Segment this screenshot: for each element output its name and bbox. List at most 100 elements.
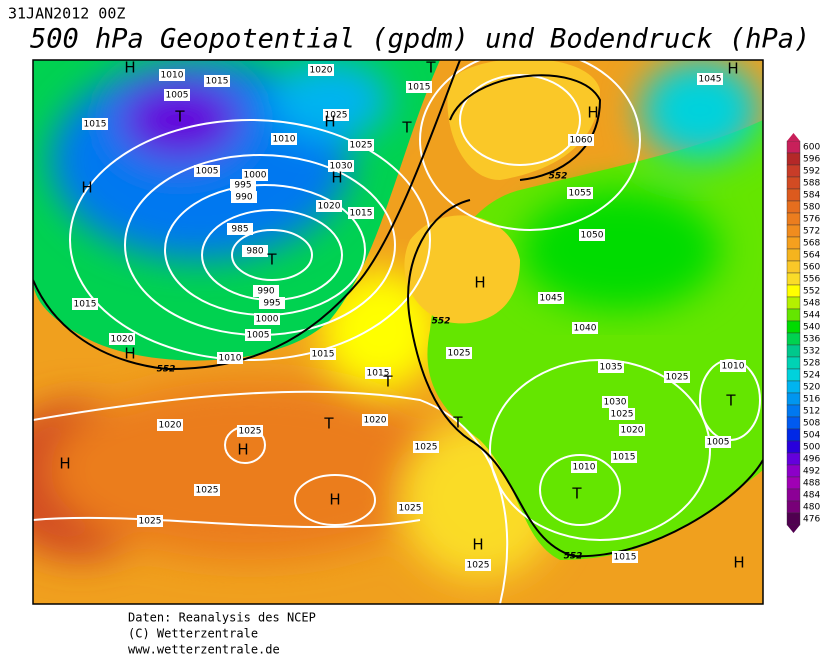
colorbar-label: 488: [803, 479, 820, 489]
colorbar-swatch: [786, 272, 801, 286]
isobar-label: 1025: [666, 373, 689, 383]
colorbar-label: 480: [803, 503, 820, 513]
isobar-label-box: [612, 551, 638, 563]
colorbar-label: 576: [803, 215, 820, 225]
isobar-label-box: [72, 298, 98, 310]
isobar-label-box: [568, 134, 594, 146]
colorbar-swatch: [786, 428, 801, 442]
pressure-center: H: [472, 536, 483, 554]
isobar-label-box: [602, 396, 628, 408]
isobar-label: 1025: [611, 410, 634, 420]
pressure-center: H: [124, 345, 135, 363]
isobar-label-box: [159, 69, 185, 81]
isobar-label: 1020: [111, 335, 134, 345]
colorbar-label: 536: [803, 335, 820, 345]
isobar-label: 1015: [408, 83, 431, 93]
colorbar-label: 540: [803, 323, 820, 333]
colorbar-swatch: [786, 368, 801, 382]
isobar-label: 1015: [206, 77, 229, 87]
map-frame: [32, 59, 764, 605]
colorbar-swatch: [786, 236, 801, 250]
colorbar-label: 584: [803, 191, 820, 201]
isobar-label: 1010: [722, 362, 745, 372]
colorbar-arrow: [787, 525, 800, 533]
map-field: [33, 60, 763, 604]
isobar-label: 1020: [310, 66, 333, 76]
isobar-label-box: [259, 297, 285, 309]
colorbar-swatch: [786, 320, 801, 334]
isobar-label: 1025: [399, 504, 422, 514]
isobar-label: 1015: [74, 300, 97, 310]
pressure-center: T: [266, 251, 277, 269]
pressure-center: H: [324, 113, 335, 131]
isobar-label-box: [227, 223, 253, 235]
isobar-label-box: [204, 75, 230, 87]
isobar-label: 1060: [570, 136, 593, 146]
isobar-label-box: [231, 191, 257, 203]
isobar-label: 1025: [448, 349, 471, 359]
isobar-label: 1010: [573, 463, 596, 473]
colorbar-swatch: [786, 332, 801, 346]
isobar-label: 1055: [569, 189, 592, 199]
colorbar-swatch: [786, 380, 801, 394]
colorbar-swatch: [786, 464, 801, 478]
isobar-label-box: [109, 333, 135, 345]
isobar-label-box: [619, 424, 645, 436]
colorbar-arrow: [787, 133, 800, 141]
isobar-label-box: [609, 408, 635, 420]
colorbar-swatch: [786, 224, 801, 238]
colorbar-swatch: [786, 188, 801, 202]
colorbar-label: 476: [803, 515, 820, 525]
colorbar-swatch: [786, 164, 801, 178]
isobar-label: 1020: [364, 416, 387, 426]
isobar-label: 980: [246, 247, 263, 257]
colorbar-label: 524: [803, 371, 820, 381]
isobar-label: 1015: [367, 369, 390, 379]
isobar-label-box: [245, 329, 271, 341]
isobar-label: 1050: [581, 231, 604, 241]
isobar-label: 1025: [139, 517, 162, 527]
isobar-label: 1005: [707, 438, 730, 448]
isobar-label: 1015: [613, 453, 636, 463]
pressure-center: H: [474, 274, 485, 292]
isobar-label: 1045: [699, 75, 722, 85]
colorbar-swatch: [786, 260, 801, 274]
isobar-label-box: [253, 285, 279, 297]
colorbar-swatch: [786, 308, 801, 322]
colorbar-label: 556: [803, 275, 820, 285]
isobar-label-box: [362, 414, 388, 426]
pressure-center: T: [323, 415, 334, 433]
colorbar-swatch: [786, 248, 801, 262]
isobar-label-box: [413, 441, 439, 453]
isobar-label-box: [697, 73, 723, 85]
colorbar-swatch: [786, 140, 801, 154]
isobar-label: 1025: [239, 427, 262, 437]
isobar-label: 1015: [350, 209, 373, 219]
colorbar-swatch: [786, 476, 801, 490]
isobar-label: 1025: [325, 111, 348, 121]
isobar-label: 1025: [350, 141, 373, 151]
isobar-label-box: [579, 229, 605, 241]
colorbar-swatch: [786, 404, 801, 418]
height-label: 552: [432, 317, 451, 327]
isobar-label: 1015: [614, 553, 637, 563]
isobar-label-box: [194, 484, 220, 496]
pressure-center: T: [725, 392, 736, 410]
colorbar-label: 572: [803, 227, 820, 237]
colorbar-swatch: [786, 284, 801, 298]
colorbar-label: 496: [803, 455, 820, 465]
isobar-label: 1010: [161, 71, 184, 81]
isobar-label: 1005: [247, 331, 270, 341]
isobar-label-box: [705, 436, 731, 448]
isobar-label: 1045: [540, 294, 563, 304]
colorbar-label: 532: [803, 347, 820, 357]
colorbar-label: 592: [803, 167, 820, 177]
height-label: 552: [157, 365, 176, 375]
isobar-label-box: [611, 451, 637, 463]
pressure-center: T: [382, 373, 393, 391]
isobar-label-box: [217, 352, 243, 364]
isobar-label-box: [323, 109, 349, 121]
isobar-label-box: [242, 245, 268, 257]
pressure-center: T: [174, 108, 185, 126]
